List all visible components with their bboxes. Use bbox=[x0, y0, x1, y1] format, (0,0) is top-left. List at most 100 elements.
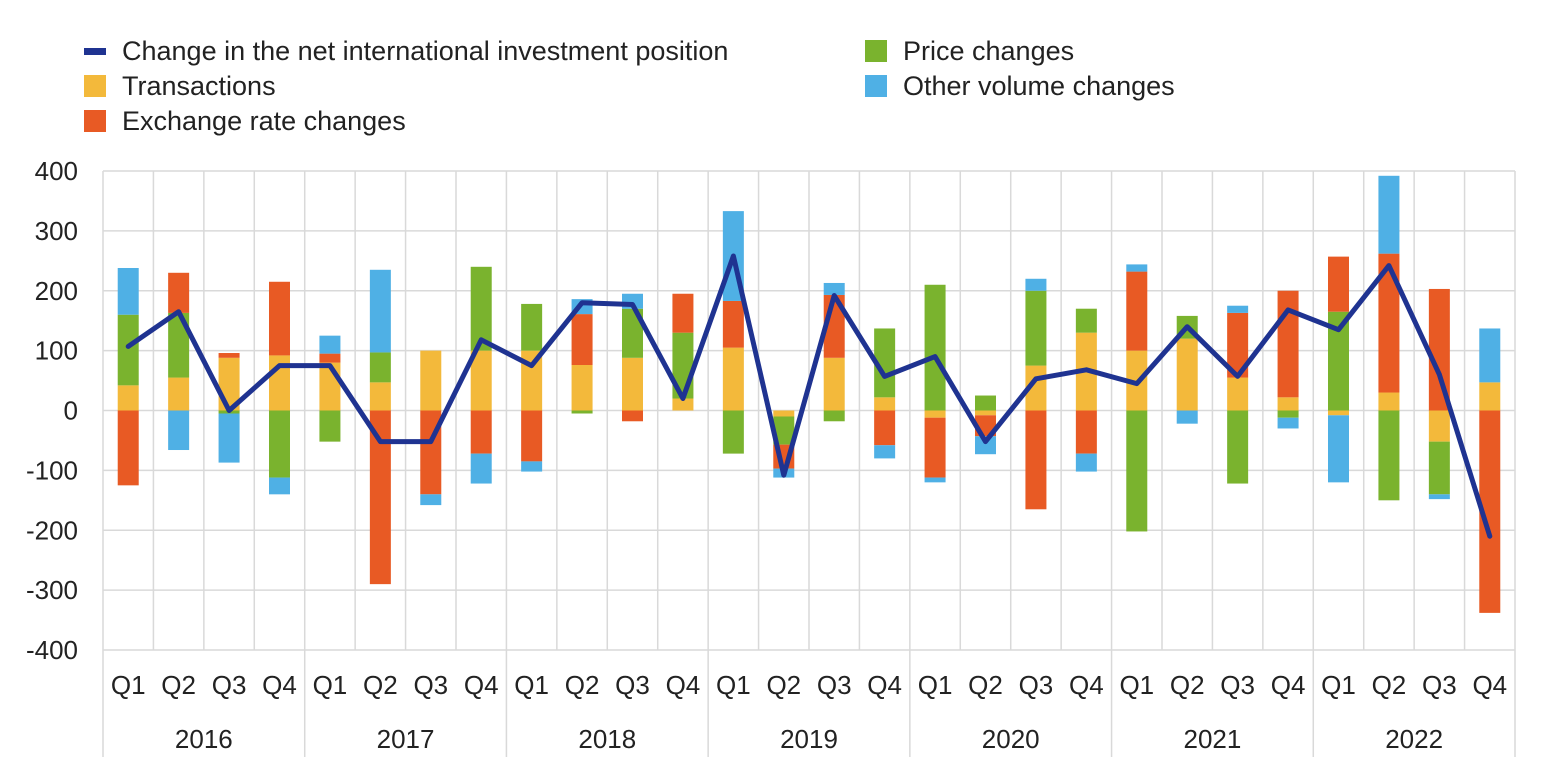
bar-transactions bbox=[369, 382, 391, 411]
bar-other bbox=[1227, 305, 1249, 313]
bar-exchange bbox=[722, 300, 744, 348]
bar-price bbox=[1277, 410, 1299, 418]
bar-other bbox=[1479, 328, 1501, 383]
bar-exchange bbox=[672, 293, 694, 333]
bar-transactions bbox=[470, 350, 492, 411]
bar-other bbox=[975, 436, 996, 455]
bar-exchange bbox=[1428, 288, 1450, 411]
bar-exchange bbox=[168, 272, 190, 313]
y-tick-label: 300 bbox=[35, 216, 78, 246]
bar-price bbox=[1227, 410, 1249, 484]
bar-other bbox=[1126, 264, 1148, 272]
bar-price bbox=[319, 410, 341, 442]
bar-exchange bbox=[1479, 410, 1501, 613]
y-tick-label: 200 bbox=[35, 276, 78, 306]
bar-price bbox=[369, 352, 391, 383]
x-tick-label: Q2 bbox=[766, 670, 801, 700]
bar-other bbox=[420, 494, 442, 506]
year-label: 2021 bbox=[1184, 724, 1242, 754]
legend-swatch-other bbox=[865, 75, 887, 97]
bar-exchange bbox=[470, 410, 492, 454]
bar-transactions bbox=[1428, 410, 1450, 442]
bar-price bbox=[975, 395, 996, 411]
x-tick-label: Q2 bbox=[1170, 670, 1205, 700]
line-net-iip bbox=[125, 253, 1493, 539]
bar-other bbox=[1328, 415, 1349, 483]
x-tick-label: Q2 bbox=[565, 670, 600, 700]
y-tick-label: -300 bbox=[26, 575, 78, 605]
x-tick-label: Q1 bbox=[514, 670, 549, 700]
bar-other bbox=[218, 413, 240, 463]
bar-other bbox=[319, 335, 341, 354]
x-tick-label: Q1 bbox=[716, 670, 751, 700]
bar-price bbox=[1025, 290, 1047, 366]
bar-transactions bbox=[773, 410, 795, 417]
bar-transactions bbox=[924, 410, 946, 418]
bar-exchange bbox=[117, 410, 139, 486]
bar-price bbox=[521, 303, 543, 351]
bar-price bbox=[823, 410, 845, 422]
bar-exchange bbox=[924, 417, 946, 478]
bar-other bbox=[1428, 494, 1450, 500]
bar-transactions bbox=[975, 410, 996, 416]
bar-other bbox=[1277, 417, 1299, 429]
x-tick-label: Q1 bbox=[313, 670, 348, 700]
bar-price bbox=[1428, 441, 1450, 495]
bar-exchange bbox=[1277, 290, 1299, 398]
y-tick-label: 0 bbox=[64, 396, 78, 426]
bar-transactions bbox=[1479, 382, 1501, 411]
legend-item-price: Price changes bbox=[865, 34, 1074, 68]
x-tick-label: Q4 bbox=[1271, 670, 1306, 700]
bar-exchange bbox=[1378, 253, 1400, 393]
bar-transactions bbox=[1176, 338, 1198, 411]
legend-swatch-line bbox=[84, 47, 106, 55]
bar-exchange bbox=[1126, 271, 1148, 351]
x-tick-label: Q4 bbox=[1069, 670, 1104, 700]
bar-price bbox=[874, 328, 896, 398]
x-tick-label: Q2 bbox=[1372, 670, 1407, 700]
bar-price bbox=[622, 308, 643, 358]
x-tick-label: Q2 bbox=[968, 670, 1003, 700]
y-tick-label: -100 bbox=[26, 455, 78, 485]
bar-exchange bbox=[874, 410, 896, 446]
bar-other bbox=[823, 282, 845, 295]
year-label: 2016 bbox=[175, 724, 233, 754]
year-label: 2018 bbox=[578, 724, 636, 754]
bar-exchange bbox=[369, 410, 391, 585]
bar-other bbox=[1025, 278, 1047, 291]
x-tick-label: Q4 bbox=[1472, 670, 1507, 700]
bar-price bbox=[571, 410, 593, 414]
bar-price bbox=[722, 410, 744, 454]
x-tick-label: Q3 bbox=[212, 670, 247, 700]
legend-label: Change in the net international investme… bbox=[122, 35, 729, 66]
bar-price bbox=[1126, 410, 1148, 532]
x-tick-label: Q1 bbox=[1119, 670, 1154, 700]
x-tick-label: Q3 bbox=[817, 670, 852, 700]
x-tick-label: Q1 bbox=[918, 670, 953, 700]
bar-exchange bbox=[269, 281, 290, 356]
bar-other bbox=[168, 410, 190, 451]
bar-price bbox=[168, 312, 190, 378]
x-tick-label: Q4 bbox=[262, 670, 297, 700]
x-tick-label: Q4 bbox=[867, 670, 902, 700]
bar-other bbox=[1075, 453, 1097, 472]
bar-price bbox=[470, 266, 492, 351]
x-tick-label: Q1 bbox=[111, 670, 146, 700]
y-tick-label: 100 bbox=[35, 336, 78, 366]
bar-price bbox=[773, 416, 795, 445]
legend-label: Other volume changes bbox=[903, 70, 1175, 101]
bar-transactions bbox=[420, 350, 442, 411]
x-tick-label: Q2 bbox=[363, 670, 398, 700]
x-tick-label: Q2 bbox=[161, 670, 196, 700]
bar-other bbox=[369, 269, 391, 353]
legend-label: Exchange rate changes bbox=[122, 105, 406, 136]
bar-transactions bbox=[1277, 397, 1299, 411]
bar-price bbox=[1378, 410, 1400, 501]
bar-exchange bbox=[1227, 312, 1249, 378]
bar-price bbox=[269, 410, 290, 478]
bar-price bbox=[924, 284, 946, 411]
bar-other bbox=[521, 461, 543, 472]
x-tick-label: Q3 bbox=[1220, 670, 1255, 700]
bar-other bbox=[269, 477, 290, 495]
